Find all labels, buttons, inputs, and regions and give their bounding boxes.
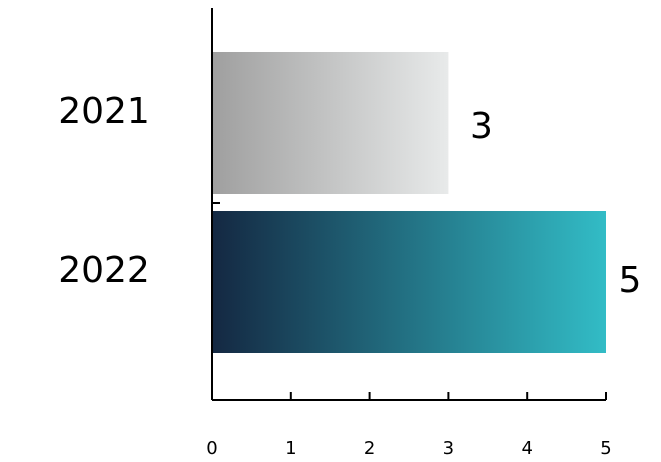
bars-group	[212, 52, 606, 353]
category-label-2021: 2021	[58, 91, 150, 132]
bar-2022	[212, 211, 606, 353]
bar-2021	[212, 52, 449, 194]
x-tick-label-1: 1	[285, 438, 296, 459]
x-tick-label-4: 4	[521, 438, 532, 459]
category-label-2022: 2022	[58, 250, 150, 291]
data-label-2021: 3	[470, 106, 493, 147]
x-tick-label-0: 0	[206, 438, 217, 459]
labels-group: 2021 3 2022 5 0 1 2 3 4 5	[58, 91, 641, 459]
x-tick-label-5: 5	[600, 438, 611, 459]
axes-group	[211, 8, 607, 401]
data-label-2022: 5	[619, 260, 642, 301]
x-tick-label-2: 2	[364, 438, 375, 459]
x-tick-label-3: 3	[443, 438, 454, 459]
